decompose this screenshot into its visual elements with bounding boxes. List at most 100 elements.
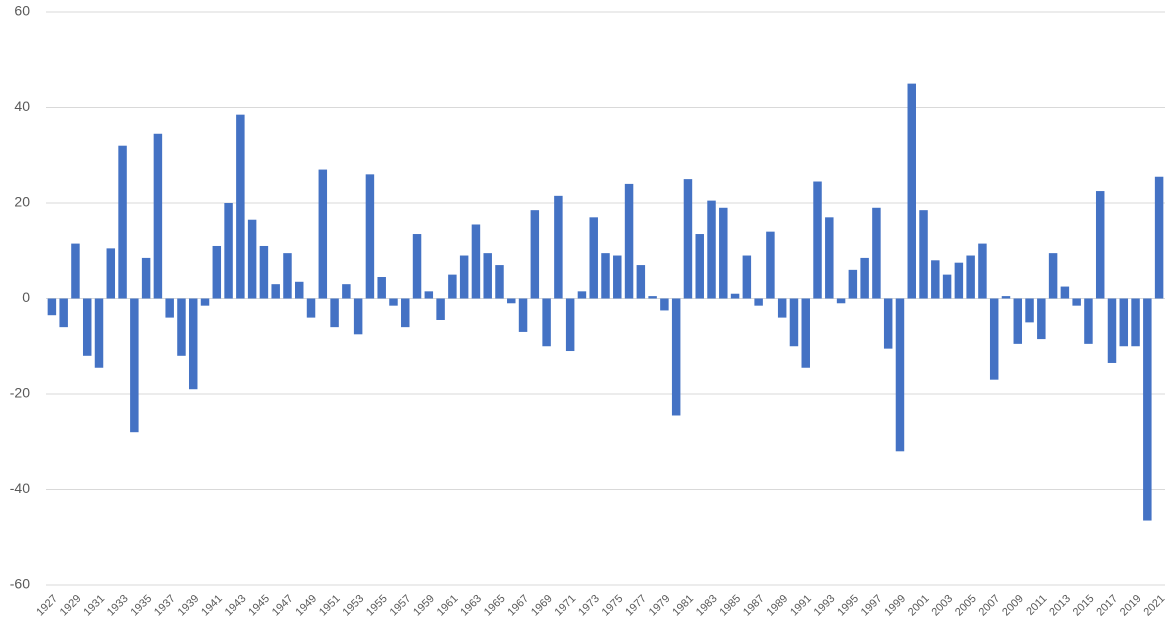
x-tick-label: 1975 xyxy=(600,593,626,619)
bar xyxy=(389,298,398,306)
x-tick-label: 1991 xyxy=(788,593,814,619)
x-tick-label: 1985 xyxy=(717,593,743,619)
bar xyxy=(1001,296,1011,299)
bar xyxy=(754,298,763,306)
bar xyxy=(188,298,198,390)
x-tick-label: 1957 xyxy=(388,593,414,619)
x-tick-label: 1929 xyxy=(58,593,84,619)
bar xyxy=(495,265,504,299)
x-tick-label: 1945 xyxy=(246,593,272,619)
x-tick-label: 1967 xyxy=(505,593,531,619)
bar xyxy=(719,207,728,299)
bar xyxy=(730,293,740,299)
bar xyxy=(1013,298,1023,344)
x-tick-label: 1941 xyxy=(199,593,225,619)
bar xyxy=(259,245,269,299)
x-tick-label: 1989 xyxy=(765,593,791,619)
bar xyxy=(1037,298,1046,340)
x-tick-label: 1947 xyxy=(270,593,296,619)
bar xyxy=(648,296,657,299)
bar xyxy=(565,298,575,352)
x-tick-label: 1997 xyxy=(859,593,885,619)
y-tick-label: 0 xyxy=(22,289,30,305)
bar xyxy=(271,284,280,299)
bar xyxy=(1143,298,1152,521)
y-tick-label: 60 xyxy=(14,3,30,19)
y-tick-label: -20 xyxy=(10,385,30,401)
x-tick-label: 1961 xyxy=(435,593,461,619)
bar xyxy=(1072,298,1081,306)
bar xyxy=(613,255,622,299)
bar xyxy=(471,224,481,299)
bar xyxy=(118,145,127,299)
bar xyxy=(106,248,116,299)
bar xyxy=(306,298,316,318)
bar xyxy=(47,298,57,316)
bar xyxy=(931,260,940,299)
x-tick-label: 1935 xyxy=(128,593,154,619)
x-tick-label: 1949 xyxy=(293,593,319,619)
x-tick-label: 1981 xyxy=(670,593,696,619)
bar xyxy=(153,133,163,299)
x-tick-label: 1965 xyxy=(482,593,508,619)
bar xyxy=(683,179,693,299)
x-tick-label: 1987 xyxy=(741,593,767,619)
bar xyxy=(448,274,457,299)
bar xyxy=(436,298,445,320)
x-tick-label: 1963 xyxy=(458,593,484,619)
x-tick-label: 1951 xyxy=(317,593,343,619)
bar xyxy=(424,291,434,299)
x-tick-label: 1933 xyxy=(105,593,131,619)
x-tick-label: 1953 xyxy=(341,593,367,619)
x-tick-label: 2013 xyxy=(1047,593,1073,619)
bar xyxy=(353,298,363,335)
x-tick-label: 1983 xyxy=(694,593,720,619)
bar xyxy=(766,231,775,299)
bar xyxy=(671,298,681,416)
bar xyxy=(942,274,952,299)
bar xyxy=(82,298,92,356)
bar xyxy=(412,234,422,299)
x-tick-label: 1979 xyxy=(647,593,673,619)
bar xyxy=(518,298,528,332)
bar xyxy=(825,217,834,299)
y-tick-label: -40 xyxy=(10,480,30,496)
bar xyxy=(777,298,787,318)
bar xyxy=(318,169,328,299)
x-tick-label: 2007 xyxy=(977,593,1003,619)
bar xyxy=(1025,298,1034,323)
bar xyxy=(141,257,151,299)
bar xyxy=(342,284,351,299)
bar xyxy=(872,207,881,299)
x-tick-label: 2019 xyxy=(1118,593,1144,619)
x-tick-label: 1937 xyxy=(152,593,178,619)
bar xyxy=(1119,298,1129,347)
bar xyxy=(459,255,469,299)
x-tick-label: 2003 xyxy=(929,593,955,619)
x-tick-label: 1999 xyxy=(882,593,908,619)
bar xyxy=(966,255,975,299)
x-tick-label: 1973 xyxy=(576,593,602,619)
bar xyxy=(283,253,292,299)
bar xyxy=(836,298,846,304)
bar xyxy=(919,210,928,299)
bar xyxy=(660,298,669,311)
bar xyxy=(1154,176,1164,299)
bar xyxy=(507,298,516,304)
bar xyxy=(165,298,174,318)
bar xyxy=(1131,298,1140,347)
x-tick-label: 2015 xyxy=(1071,593,1097,619)
bar xyxy=(895,298,905,452)
bar xyxy=(1084,298,1093,344)
bar xyxy=(377,277,386,299)
bar xyxy=(860,257,869,299)
bar xyxy=(59,298,68,328)
x-tick-label: 2011 xyxy=(1024,593,1049,618)
bar xyxy=(130,298,139,433)
bar xyxy=(954,262,964,299)
bar xyxy=(601,253,610,299)
x-tick-label: 1943 xyxy=(223,593,249,619)
bar xyxy=(789,298,799,347)
bar xyxy=(801,298,810,368)
